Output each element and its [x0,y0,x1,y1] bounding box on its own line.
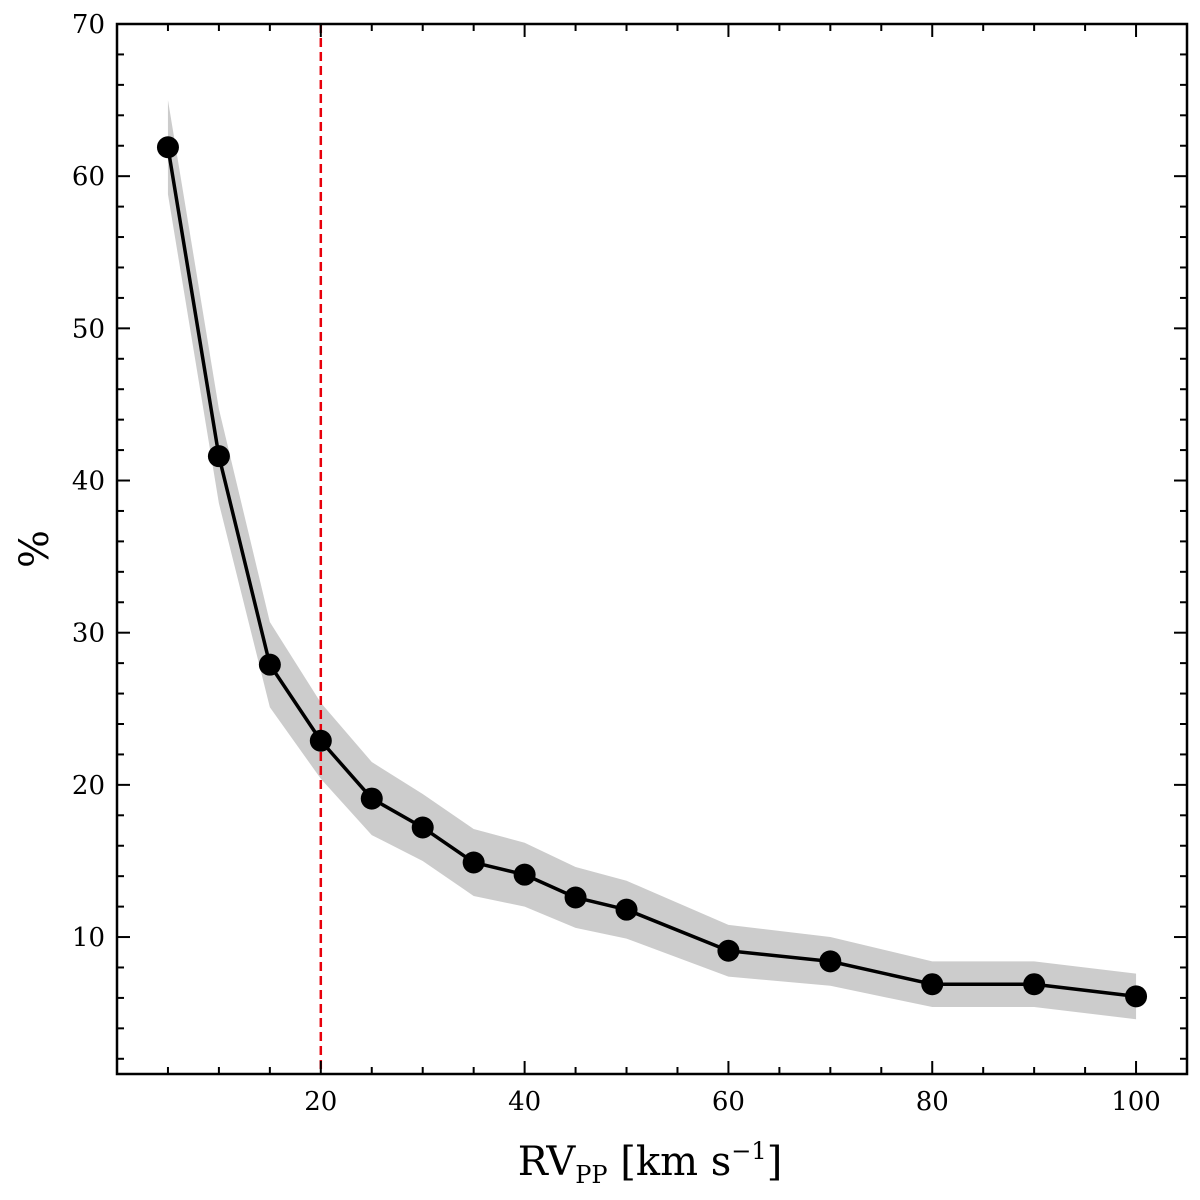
data-point [564,886,587,909]
data-point [1125,985,1148,1008]
x-axis-title: RVPP [km s−1] [518,1137,783,1189]
x-axis-title-main: RV [518,1139,577,1185]
y-tick-label: 20 [72,771,105,801]
y-tick-label: 30 [72,619,105,649]
data-point [717,939,740,962]
data-point-layer [156,136,1148,1008]
data-point [309,729,332,752]
axes-frame-layer [115,22,1189,1076]
x-axis-title-unit-open: [km s [608,1139,732,1185]
axes-frame [115,22,1189,1076]
data-point [513,863,536,886]
data-point [921,973,944,996]
y-tick-label: 10 [72,923,105,953]
data-point [360,787,383,810]
tick-layer [117,23,1188,1074]
y-tick-label: 70 [72,10,105,40]
data-point [462,851,485,874]
data-point [819,950,842,973]
x-tick-label: 40 [508,1087,541,1117]
data-point [615,898,638,921]
x-tick-label: 80 [916,1087,949,1117]
confidence-band-layer [167,100,1137,1020]
y-tick-label: 50 [72,314,105,344]
data-point [207,445,230,468]
x-axis-title-subscript: PP [575,1161,607,1189]
confidence-band [167,100,1137,1020]
tick-label-layer: 20 40 60 80 100 10 20 30 40 50 60 70 [72,10,1161,1117]
y-tick-label: 60 [72,162,105,192]
data-point [156,136,179,159]
data-point [411,816,434,839]
x-tick-label: 100 [1111,1087,1161,1117]
data-point [1023,973,1046,996]
y-axis-title: % [12,530,58,568]
x-tick-label: 20 [304,1087,337,1117]
data-point [258,653,281,676]
x-tick-label: 60 [712,1087,745,1117]
y-tick-label: 40 [72,467,105,497]
x-axis-title-unit-close: ] [767,1139,783,1185]
x-axis-title-unit-power: −1 [731,1137,766,1165]
